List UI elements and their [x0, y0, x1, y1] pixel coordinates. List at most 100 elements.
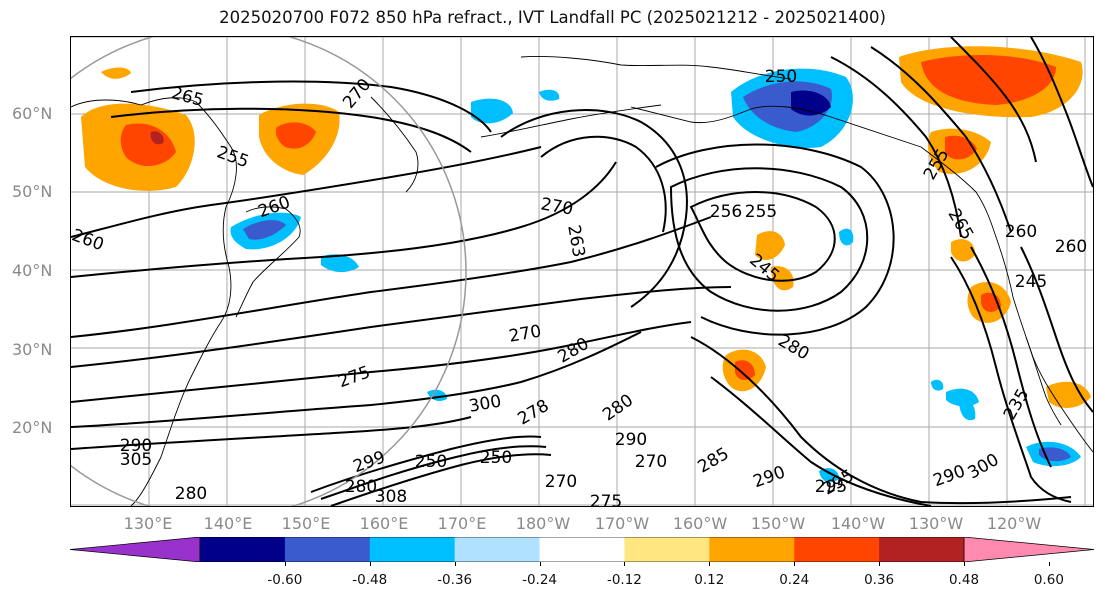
colorbar-tick-label: 0.48 — [948, 572, 980, 588]
lon-label-160e: 160°E — [359, 514, 409, 533]
map-canvas: 265 2702552602602702632502552562452602652… — [71, 37, 1093, 506]
contour-label: 263 — [563, 223, 588, 258]
contour-label: 280 — [774, 331, 812, 365]
colorbar-tick-mark — [284, 562, 286, 566]
contour-label: 300 — [964, 450, 1002, 484]
contour-label: 270 — [635, 452, 667, 472]
contour-label: 256 — [710, 202, 742, 222]
contour-label: 275 — [336, 362, 373, 392]
lon-label-170w: 170°W — [594, 514, 650, 533]
contour-265-north — [130, 80, 492, 133]
contour-canada-2 — [1030, 37, 1093, 188]
colorbar-tick-label: 0.12 — [694, 572, 725, 588]
contour-label: 290 — [615, 430, 647, 450]
lon-label-170e: 170°E — [437, 514, 487, 533]
contour-north-alaska — [830, 56, 962, 238]
contour-canada-1 — [950, 37, 1037, 163]
coast-alaska-north — [520, 56, 792, 80]
contour-label: 290 — [931, 461, 968, 491]
shade-orange-calif — [951, 239, 976, 262]
lon-label-180w: 180°W — [515, 514, 571, 533]
shade-orange-gulf2 — [771, 266, 794, 291]
lon-label-150e: 150°E — [281, 514, 331, 533]
colorbar-tick-mark — [454, 562, 456, 566]
contour-label: 250 — [480, 448, 512, 468]
lat-label-60n: 60°N — [12, 104, 53, 123]
contour-260-west — [71, 146, 542, 238]
contour-tropic-e2 — [710, 376, 932, 506]
shade-royalblue-japan — [243, 220, 286, 240]
colorbar-extend-min — [70, 537, 201, 562]
colorbar-tick-mark — [794, 562, 796, 566]
contour-270-north — [110, 107, 472, 153]
colorbar-cell — [284, 537, 371, 562]
contour-label: 260 — [1055, 237, 1087, 257]
contour-label: 255 — [214, 142, 251, 172]
shade-blue-gulf — [839, 228, 854, 246]
contour-jet-1 — [310, 435, 542, 493]
shade-red-canada — [921, 55, 1056, 105]
colorbar-cell — [454, 537, 541, 562]
contour-label: 308 — [375, 487, 407, 506]
contour-label: 305 — [120, 450, 152, 470]
colorbar-tick-label: 0.36 — [864, 572, 895, 588]
shade-blue-mexico — [946, 388, 979, 407]
colorbar-tick-mark — [624, 562, 626, 566]
colorbar-cell — [200, 537, 286, 562]
colorbar-cell — [794, 537, 880, 562]
contour-jet-3 — [330, 453, 552, 506]
shade-red-hawaii-e — [735, 360, 755, 381]
shade-blue-bering-a — [471, 98, 513, 124]
contour-305 — [71, 416, 472, 450]
contour-lines — [71, 37, 1093, 506]
shade-orange-small-nw — [101, 67, 131, 79]
contour-label: 280 — [599, 390, 637, 425]
contour-290 — [71, 321, 692, 403]
contour-label: 265 — [169, 83, 206, 111]
colorbar-tick-label: -0.48 — [352, 572, 388, 588]
contour-label: 265 — [944, 205, 978, 243]
contour-270-mid — [71, 161, 617, 278]
shade-blue-baja — [959, 398, 976, 421]
contour-label: 250 — [415, 452, 447, 472]
coast-alaska-south — [630, 105, 922, 148]
contour-label: 270 — [339, 75, 375, 113]
contour-label: 270 — [545, 472, 577, 492]
contour-east-3 — [1020, 246, 1093, 413]
colorbar-cell — [709, 537, 795, 562]
contour-300 — [71, 331, 642, 428]
contour-label: 285 — [694, 444, 732, 478]
shade-blue-hokkaido — [321, 254, 359, 273]
colorbar-tick-label: 0.60 — [1033, 572, 1064, 588]
map-panel[interactable]: 265 270 255 260 260 270 263 250 255 256 245 260 265 2… — [70, 36, 1094, 507]
contour-label: 270 — [539, 194, 574, 219]
lon-label-140w: 140°W — [830, 514, 886, 533]
lon-label-130w: 130°W — [908, 514, 964, 533]
contour-east-2 — [970, 246, 1052, 468]
colorbar-tick-label: -0.12 — [606, 572, 642, 588]
colorbar-tick-label: -0.36 — [437, 572, 473, 588]
contour-cyclone-2 — [669, 167, 869, 312]
lon-label-160w: 160°W — [672, 514, 728, 533]
lon-label-120w: 120°W — [986, 514, 1042, 533]
contour-label: 245 — [1015, 272, 1047, 292]
shade-blue-tropic-b — [819, 468, 839, 483]
colorbar-tick-mark — [709, 562, 711, 566]
contour-east-1 — [950, 256, 1072, 503]
contour-cyclone-1 — [689, 191, 836, 282]
colorbar — [70, 537, 1094, 562]
colorbar-extend-max — [963, 537, 1094, 562]
contour-label: 280 — [345, 477, 377, 497]
coast-baja — [1025, 336, 1062, 426]
contour-label: 280 — [175, 484, 207, 504]
colorbar-cell — [624, 537, 710, 562]
shade-blue-tropic-c — [931, 379, 944, 391]
lon-label-130e: 130°E — [123, 514, 173, 533]
lat-label-40n: 40°N — [12, 261, 53, 280]
contour-jet-2 — [320, 445, 547, 500]
colorbar-cell — [369, 537, 456, 562]
colorbar-tick-label: 0.24 — [779, 572, 810, 588]
contour-label: 295 — [815, 477, 847, 497]
contour-280 — [71, 286, 732, 368]
coast-bc — [920, 146, 997, 238]
